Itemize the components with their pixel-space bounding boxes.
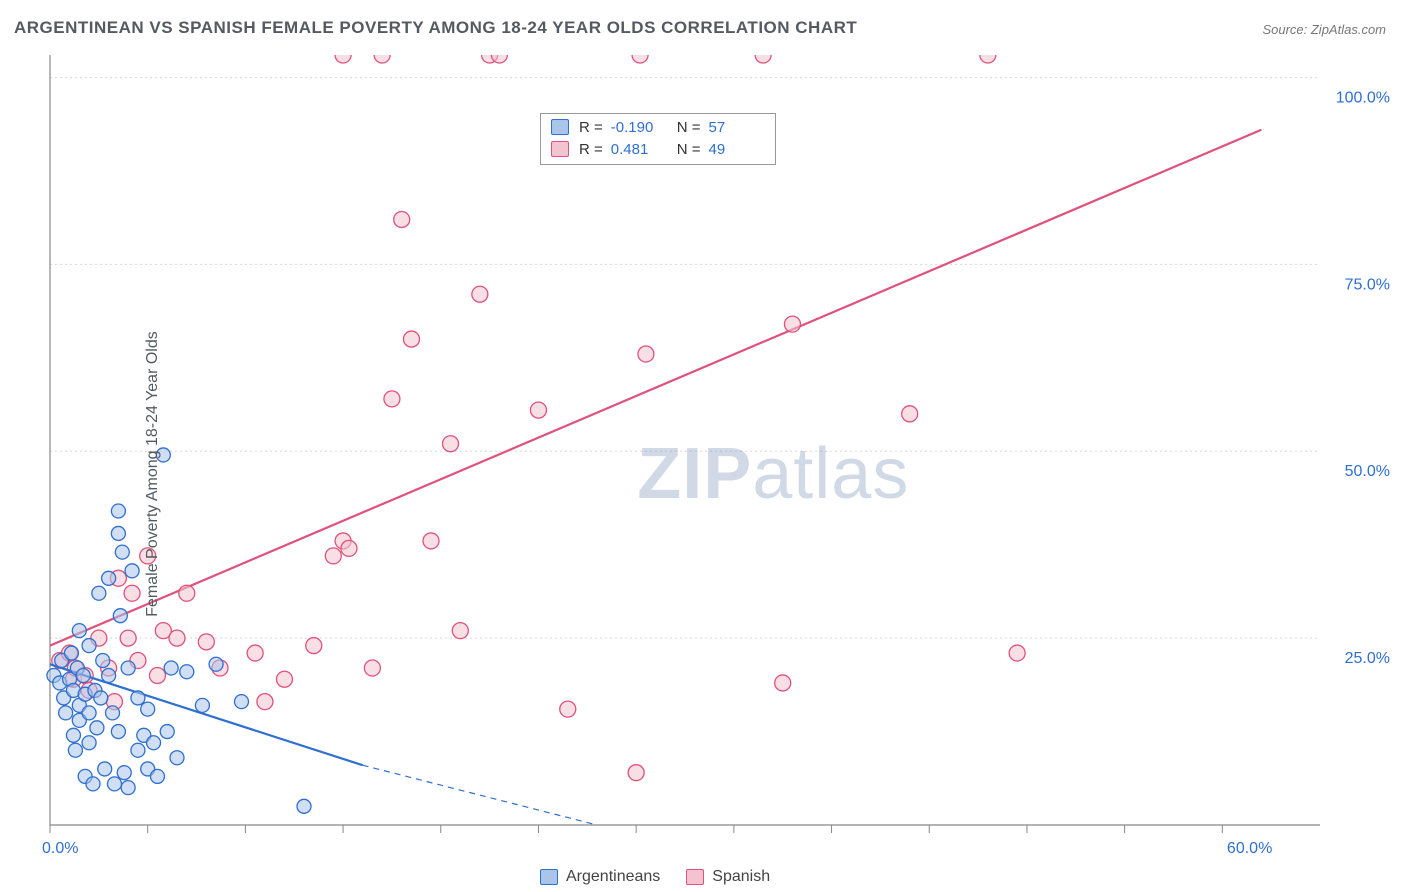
- n-label: N =: [677, 141, 701, 158]
- scatter-chart: 25.0% 50.0% 75.0% 100.0% 0.0% 60.0%: [0, 55, 1406, 875]
- swatch-icon: [540, 869, 558, 885]
- chart-area: Female Poverty Among 18-24 Year Olds 25.…: [0, 55, 1406, 892]
- swatch-icon: [551, 119, 569, 135]
- swatch-icon: [686, 869, 704, 885]
- correlation-legend: R = -0.190 N = 57 R = 0.481 N = 49: [540, 113, 776, 165]
- n-value: 57: [709, 119, 765, 136]
- legend-label: Spanish: [712, 868, 770, 886]
- svg-text:0.0%: 0.0%: [42, 840, 78, 857]
- legend-item: Argentineans: [540, 868, 660, 886]
- y-axis-label: Female Poverty Among 18-24 Year Olds: [144, 331, 162, 617]
- r-label: R =: [579, 119, 603, 136]
- r-label: R =: [579, 141, 603, 158]
- svg-text:50.0%: 50.0%: [1345, 463, 1390, 480]
- page-title: ARGENTINEAN VS SPANISH FEMALE POVERTY AM…: [14, 18, 857, 38]
- svg-text:75.0%: 75.0%: [1345, 276, 1390, 293]
- swatch-icon: [551, 141, 569, 157]
- n-label: N =: [677, 119, 701, 136]
- svg-text:100.0%: 100.0%: [1336, 89, 1390, 106]
- svg-text:25.0%: 25.0%: [1345, 650, 1390, 667]
- legend-item: Spanish: [686, 868, 770, 886]
- legend-row: R = -0.190 N = 57: [551, 116, 765, 138]
- source-credit: Source: ZipAtlas.com: [1262, 22, 1386, 37]
- r-value: 0.481: [611, 141, 667, 158]
- series-legend: Argentineans Spanish: [540, 868, 770, 886]
- svg-text:60.0%: 60.0%: [1227, 840, 1272, 857]
- n-value: 49: [709, 141, 765, 158]
- legend-label: Argentineans: [566, 868, 660, 886]
- legend-row: R = 0.481 N = 49: [551, 138, 765, 160]
- r-value: -0.190: [611, 119, 667, 136]
